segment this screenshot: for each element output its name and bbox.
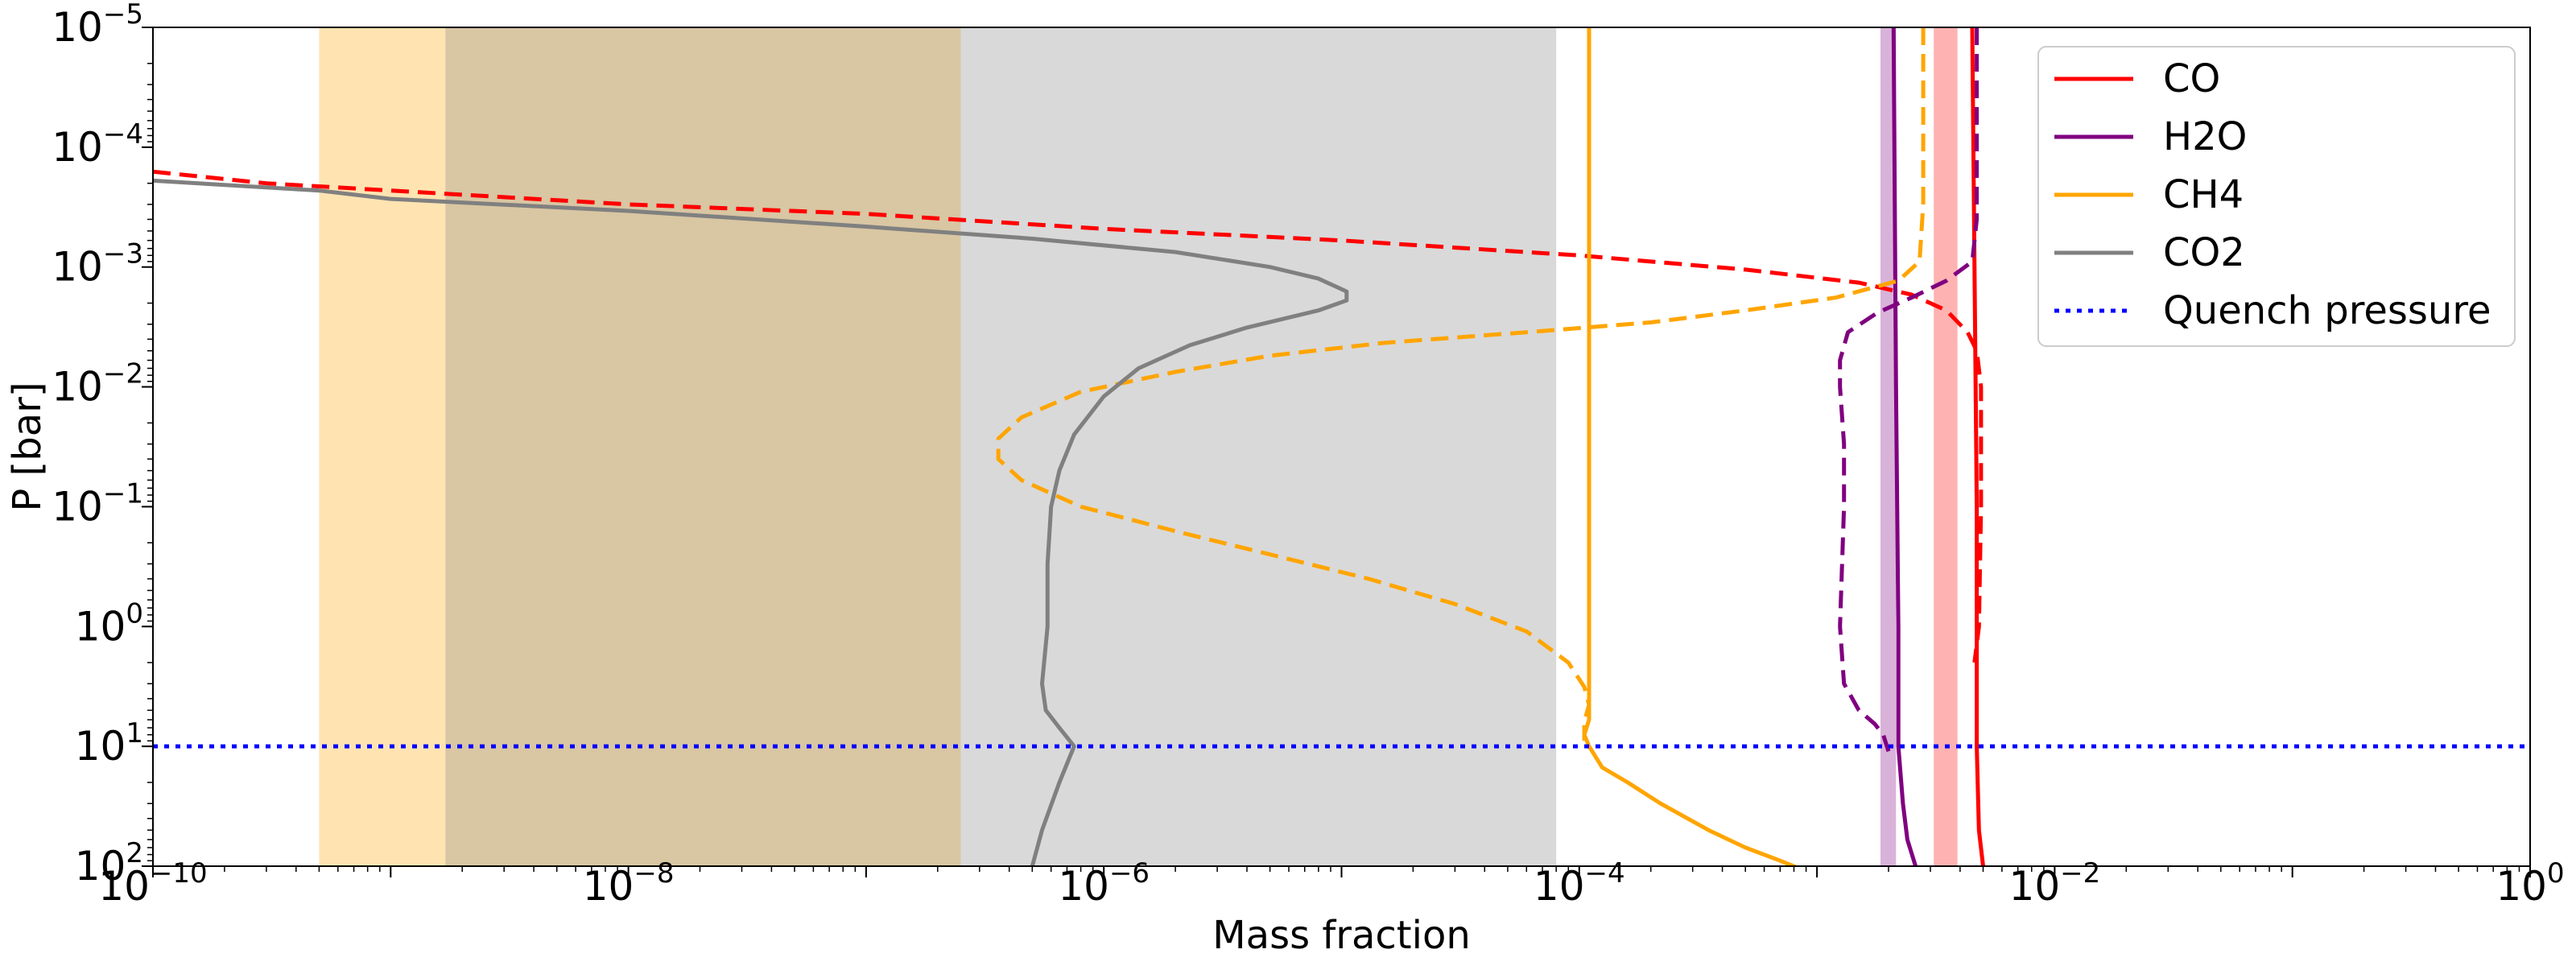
x-tick-label: 10−10 — [98, 857, 207, 910]
y-axis-label: P [bar] — [5, 382, 50, 511]
legend-label-ch4: CH4 — [2163, 172, 2244, 217]
legend-box — [2037, 46, 2516, 347]
y-tick-label: 100 — [75, 597, 143, 650]
band-co2 — [445, 27, 1557, 866]
x-tick-label: 100 — [2496, 857, 2564, 910]
y-tick-label: 10−3 — [52, 238, 143, 291]
series-line-ch4-solid — [1582, 27, 1799, 866]
band-co — [1934, 27, 1958, 866]
band-h2o — [1880, 27, 1897, 866]
legend-label-co: CO — [2163, 56, 2220, 101]
y-tick-label: 10−1 — [52, 477, 143, 530]
y-tick-label: 102 — [75, 837, 143, 890]
x-tick-label: 10−8 — [583, 857, 675, 910]
series-line-h2o-solid — [1891, 27, 1918, 866]
y-tick-label: 10−5 — [52, 0, 143, 51]
series-line-h2o-dashed — [1838, 27, 1979, 753]
shaded-bands — [319, 27, 1958, 866]
series-line-ch4-dashed — [996, 27, 1926, 741]
legend-label-co2: CO2 — [2163, 230, 2245, 275]
data-series — [153, 27, 2530, 866]
y-tick-label: 101 — [75, 717, 143, 770]
x-tick-label: 10−4 — [1534, 857, 1625, 910]
legend: CO H2O CH4 CO2 Quench pressure — [2037, 46, 2516, 347]
y-tick-label: 10−2 — [52, 358, 143, 411]
series-line-co-dashed — [153, 169, 1984, 663]
axis-ticks: 10−10 10−8 10−6 10−4 10−2 100 10−5 10−4 10−3 10−2… — [52, 0, 2564, 910]
band-ch4 — [319, 27, 961, 866]
series-line-co2-solid — [153, 178, 1349, 866]
legend-label-quench-pressure: Quench pressure — [2163, 288, 2491, 333]
x-tick-label: 10−2 — [2009, 857, 2101, 910]
x-tick-label: 10−6 — [1058, 857, 1150, 910]
y-tick-label: 10−4 — [52, 118, 143, 171]
legend-label-h2o: H2O — [2163, 114, 2247, 159]
x-axis-label: Mass fraction — [1212, 913, 1470, 958]
